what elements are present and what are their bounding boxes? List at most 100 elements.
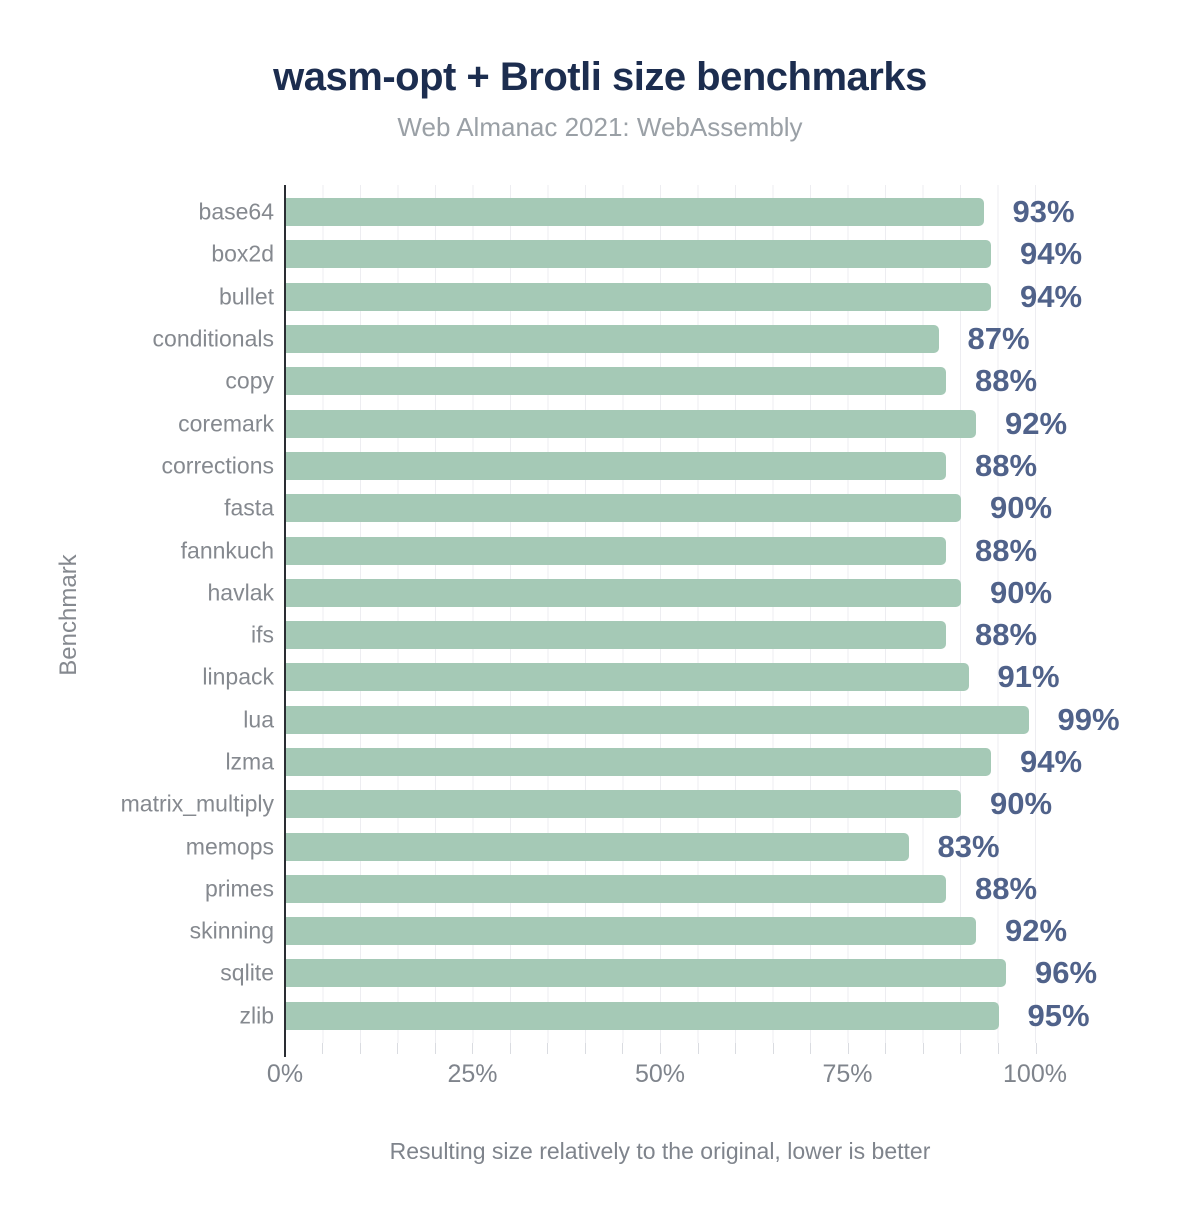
bar-row: primes 88% (205, 868, 1038, 910)
category-label: lua (243, 706, 274, 733)
value-label: 90% (990, 574, 1053, 610)
x-tick-mark (434, 1043, 436, 1054)
value-label: 87% (967, 321, 1030, 357)
bar-row: ifs 88% (251, 614, 1038, 656)
value-label: 94% (1020, 236, 1083, 272)
x-tick-mark (397, 1043, 399, 1054)
chart-title: wasm-opt + Brotli size benchmarks (273, 55, 927, 99)
category-label: copy (225, 367, 274, 394)
value-label: 94% (1020, 278, 1083, 314)
y-axis-title: Benchmark (55, 554, 82, 676)
value-label: 91% (997, 659, 1060, 695)
bar-row: zlib 95% (239, 995, 1089, 1037)
category-label: conditionals (152, 325, 274, 352)
bar (286, 451, 946, 480)
category-label: skinning (189, 917, 274, 944)
bar-row: lzma 94% (225, 741, 1082, 783)
category-label: matrix_multiply (120, 790, 274, 817)
x-tick-mark (810, 1043, 812, 1054)
bar-row: linpack 91% (202, 656, 1059, 698)
bar-row: bullet 94% (219, 276, 1082, 318)
x-tick-mark (735, 1043, 737, 1054)
bar-row: matrix_multiply 90% (121, 783, 1052, 825)
bar-row: fasta 90% (224, 487, 1052, 529)
bar (286, 578, 961, 607)
value-label: 93% (1012, 194, 1075, 230)
bar (286, 536, 946, 565)
x-tick-mark (922, 1043, 924, 1054)
x-axis-title: Resulting size relatively to the origina… (389, 1138, 931, 1164)
category-label: linpack (202, 663, 274, 690)
plot-area: base64 93% box2d 94% bullet 94% conditionals 87… (121, 185, 1120, 1088)
x-tick-label: 25% (447, 1060, 498, 1088)
bar-row: base64 93% (199, 191, 1075, 233)
bar (286, 198, 984, 227)
bar (286, 367, 946, 396)
category-label: havlak (207, 579, 274, 606)
x-tick-mark (847, 1043, 849, 1054)
value-label: 94% (1020, 744, 1083, 779)
bar (286, 240, 991, 269)
category-label: primes (204, 875, 274, 902)
bar-row: copy 88% (225, 360, 1038, 402)
category-label: coremark (178, 410, 274, 437)
bar (286, 325, 939, 354)
bar-row: havlak 90% (208, 572, 1053, 614)
bar (286, 1001, 999, 1030)
value-label: 83% (937, 828, 1000, 864)
x-tick-label: 50% (634, 1060, 686, 1088)
value-label: 90% (990, 786, 1053, 822)
x-tick-mark (322, 1043, 324, 1054)
value-label: 88% (975, 532, 1038, 568)
category-label: bullet (219, 283, 274, 310)
x-tick-mark (472, 1043, 474, 1054)
category-label: sqlite (220, 959, 274, 986)
x-tick-label: 0% (266, 1060, 304, 1088)
x-tick-mark (660, 1043, 661, 1054)
value-label: 95% (1027, 997, 1090, 1033)
value-label: 88% (975, 617, 1038, 653)
bar (286, 959, 1006, 988)
category-label: fannkuch (180, 537, 274, 564)
bar (286, 663, 969, 692)
bar (286, 409, 976, 438)
bar (286, 494, 961, 523)
bar-rows: base64 93% box2d 94% bullet 94% conditionals 87… (121, 191, 1120, 1037)
bar (286, 282, 991, 311)
x-tick-mark (622, 1043, 624, 1054)
bar (286, 621, 946, 650)
bar-row: memops 83% (186, 825, 1035, 867)
x-tick-mark (359, 1043, 361, 1054)
x-tick-mark (284, 1043, 286, 1057)
y-axis-line (284, 185, 286, 1049)
bar (286, 832, 909, 861)
category-label: zlib (239, 1002, 274, 1029)
x-tick-mark (885, 1043, 887, 1054)
category-label: fasta (224, 494, 274, 521)
value-label: 88% (975, 870, 1038, 906)
x-tick-mark (509, 1043, 511, 1054)
bar-row: conditionals 87% (153, 318, 1035, 360)
bar-row: corrections 88% (162, 445, 1038, 487)
category-label: memops (185, 833, 274, 860)
bar (286, 917, 976, 946)
x-tick-label: 75% (822, 1060, 873, 1088)
x-tick-mark (960, 1043, 962, 1054)
value-label: 92% (1005, 405, 1068, 441)
bar-row: lua 99% (243, 699, 1119, 741)
bar (286, 874, 946, 903)
x-tick-mark (997, 1043, 999, 1054)
value-label: 88% (975, 363, 1038, 399)
value-label: 99% (1057, 701, 1120, 737)
category-label: ifs (251, 621, 274, 648)
value-label: 88% (975, 447, 1038, 483)
bar-row: box2d 94% (211, 233, 1082, 275)
bar (286, 705, 1029, 734)
bar (286, 748, 991, 776)
x-axis-ticks (284, 1043, 1037, 1057)
x-tick-mark (772, 1043, 774, 1054)
x-tick-mark (584, 1043, 586, 1054)
x-tick-mark (547, 1043, 549, 1054)
value-label: 92% (1005, 913, 1068, 949)
